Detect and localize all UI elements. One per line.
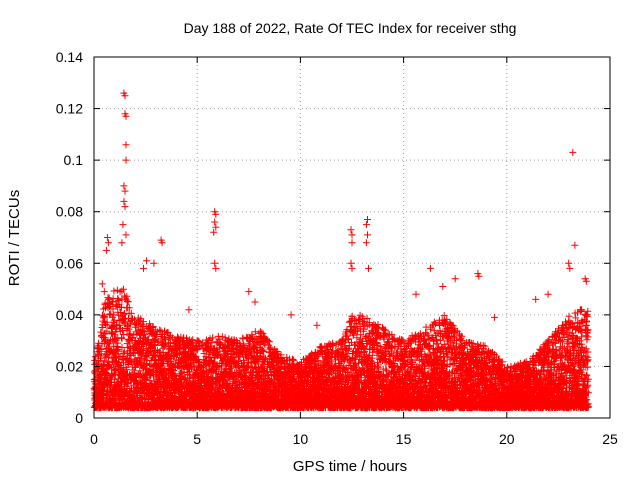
data-point [160,359,168,367]
data-point [146,347,154,355]
data-point [127,309,135,317]
data-point [103,321,111,329]
data-point [159,344,167,352]
data-point [107,310,115,318]
data-points [90,89,592,412]
data-point [110,287,118,295]
data-point [138,350,145,358]
data-point [151,351,159,359]
data-point [136,367,144,375]
data-point [113,325,121,333]
data-point [120,285,127,293]
data-point [117,309,125,316]
data-point [124,298,132,306]
data-point [123,292,131,300]
data-point [137,354,145,362]
data-point [125,304,133,312]
data-point [147,372,155,379]
data-point [140,331,148,339]
data-point [104,294,112,302]
data-point [118,303,125,311]
data-point [120,310,128,318]
data-point [97,328,105,336]
data-point [101,314,109,322]
data-point [111,335,119,343]
data-point [126,330,134,338]
data-point [109,305,117,313]
data-point [106,340,113,348]
data-point [120,319,128,327]
data-point [103,327,111,335]
data-point [177,369,185,377]
data-point [120,348,128,356]
data-point [114,347,122,355]
data-point [156,326,164,334]
data-point [118,334,126,342]
data-point [123,366,130,374]
data-point [118,287,126,295]
data-point [100,312,108,320]
